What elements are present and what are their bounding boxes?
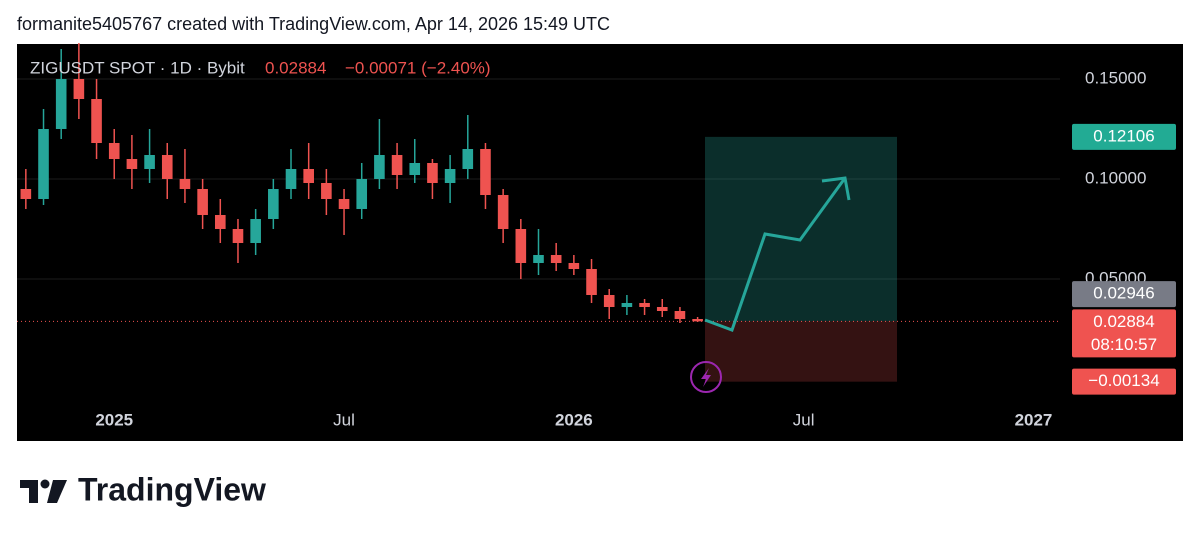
x-tick-label: 2025 xyxy=(95,410,133,429)
loss-zone xyxy=(705,321,897,382)
marker-label-box xyxy=(1072,281,1176,308)
y-tick-label: 0.15000 xyxy=(1085,68,1146,87)
candle-body xyxy=(356,179,368,209)
candle-body xyxy=(91,99,102,143)
candle-body xyxy=(161,155,173,179)
plot-area xyxy=(17,43,1060,382)
candle-body xyxy=(480,149,491,195)
x-tick-label: Jul xyxy=(333,410,355,429)
projection-arrow xyxy=(704,177,847,332)
last-price: 0.02884 xyxy=(265,58,326,77)
target-label: 0.12106 xyxy=(1093,126,1154,145)
candle-body xyxy=(268,189,279,219)
candle-body xyxy=(38,129,49,199)
tradingview-logo xyxy=(20,479,67,503)
candle-body xyxy=(497,195,509,229)
candle-body xyxy=(144,155,155,169)
candle-body xyxy=(20,189,32,199)
brand: TradingView xyxy=(78,471,266,507)
price-change: −0.00071 (−2.40%) xyxy=(345,58,491,77)
candle-body xyxy=(303,169,314,183)
alert-icon[interactable] xyxy=(690,361,722,393)
candle-body xyxy=(374,155,385,179)
candle-body xyxy=(427,163,438,183)
chart-background xyxy=(17,44,1183,441)
candle-body xyxy=(603,295,615,307)
stop-label-box xyxy=(1072,368,1176,395)
candle-body xyxy=(391,155,403,175)
candle-body xyxy=(250,219,261,243)
candle-body xyxy=(515,229,527,263)
candle-body xyxy=(321,183,332,199)
candle-body xyxy=(73,79,85,99)
candle-body xyxy=(55,79,67,129)
candle-body xyxy=(533,255,544,263)
arrow-head xyxy=(821,176,851,201)
target-label-box xyxy=(1072,123,1176,150)
candle-body xyxy=(550,255,562,263)
entry-label: 0.02884 xyxy=(1093,312,1154,331)
x-tick-label: 2026 xyxy=(555,410,593,429)
candle-body xyxy=(656,307,668,311)
stop-label: −0.00134 xyxy=(1088,371,1159,390)
candle-body xyxy=(126,159,138,169)
entry-label-box xyxy=(1072,309,1176,358)
entry-label-countdown: 08:10:57 xyxy=(1091,335,1157,354)
candle-body xyxy=(568,263,580,269)
candle-body xyxy=(409,163,421,175)
x-tick-label: 2027 xyxy=(1015,410,1053,429)
marker-label: 0.02946 xyxy=(1093,284,1154,303)
candle-body xyxy=(285,169,297,189)
profit-zone xyxy=(705,136,897,322)
candle-body xyxy=(692,319,703,322)
candle-body xyxy=(108,143,120,159)
candle-body xyxy=(621,303,633,307)
candle-body xyxy=(179,179,191,189)
candle-body xyxy=(462,149,474,169)
candle-body xyxy=(639,303,650,307)
candle-body xyxy=(214,215,226,229)
candle-body xyxy=(338,199,350,209)
y-tick-label: 0.10000 xyxy=(1085,168,1146,187)
header-caption: formanite5405767 created with TradingVie… xyxy=(17,14,610,34)
candle-body xyxy=(674,311,686,319)
x-tick-label: Jul xyxy=(793,410,815,429)
candle-body xyxy=(232,229,244,243)
candle-body xyxy=(197,189,208,215)
candle-body xyxy=(586,269,597,295)
alert-bolt xyxy=(701,368,711,387)
candle-body xyxy=(444,169,456,183)
symbol-label: ZIGUSDT SPOT · 1D · Bybit xyxy=(30,58,245,77)
